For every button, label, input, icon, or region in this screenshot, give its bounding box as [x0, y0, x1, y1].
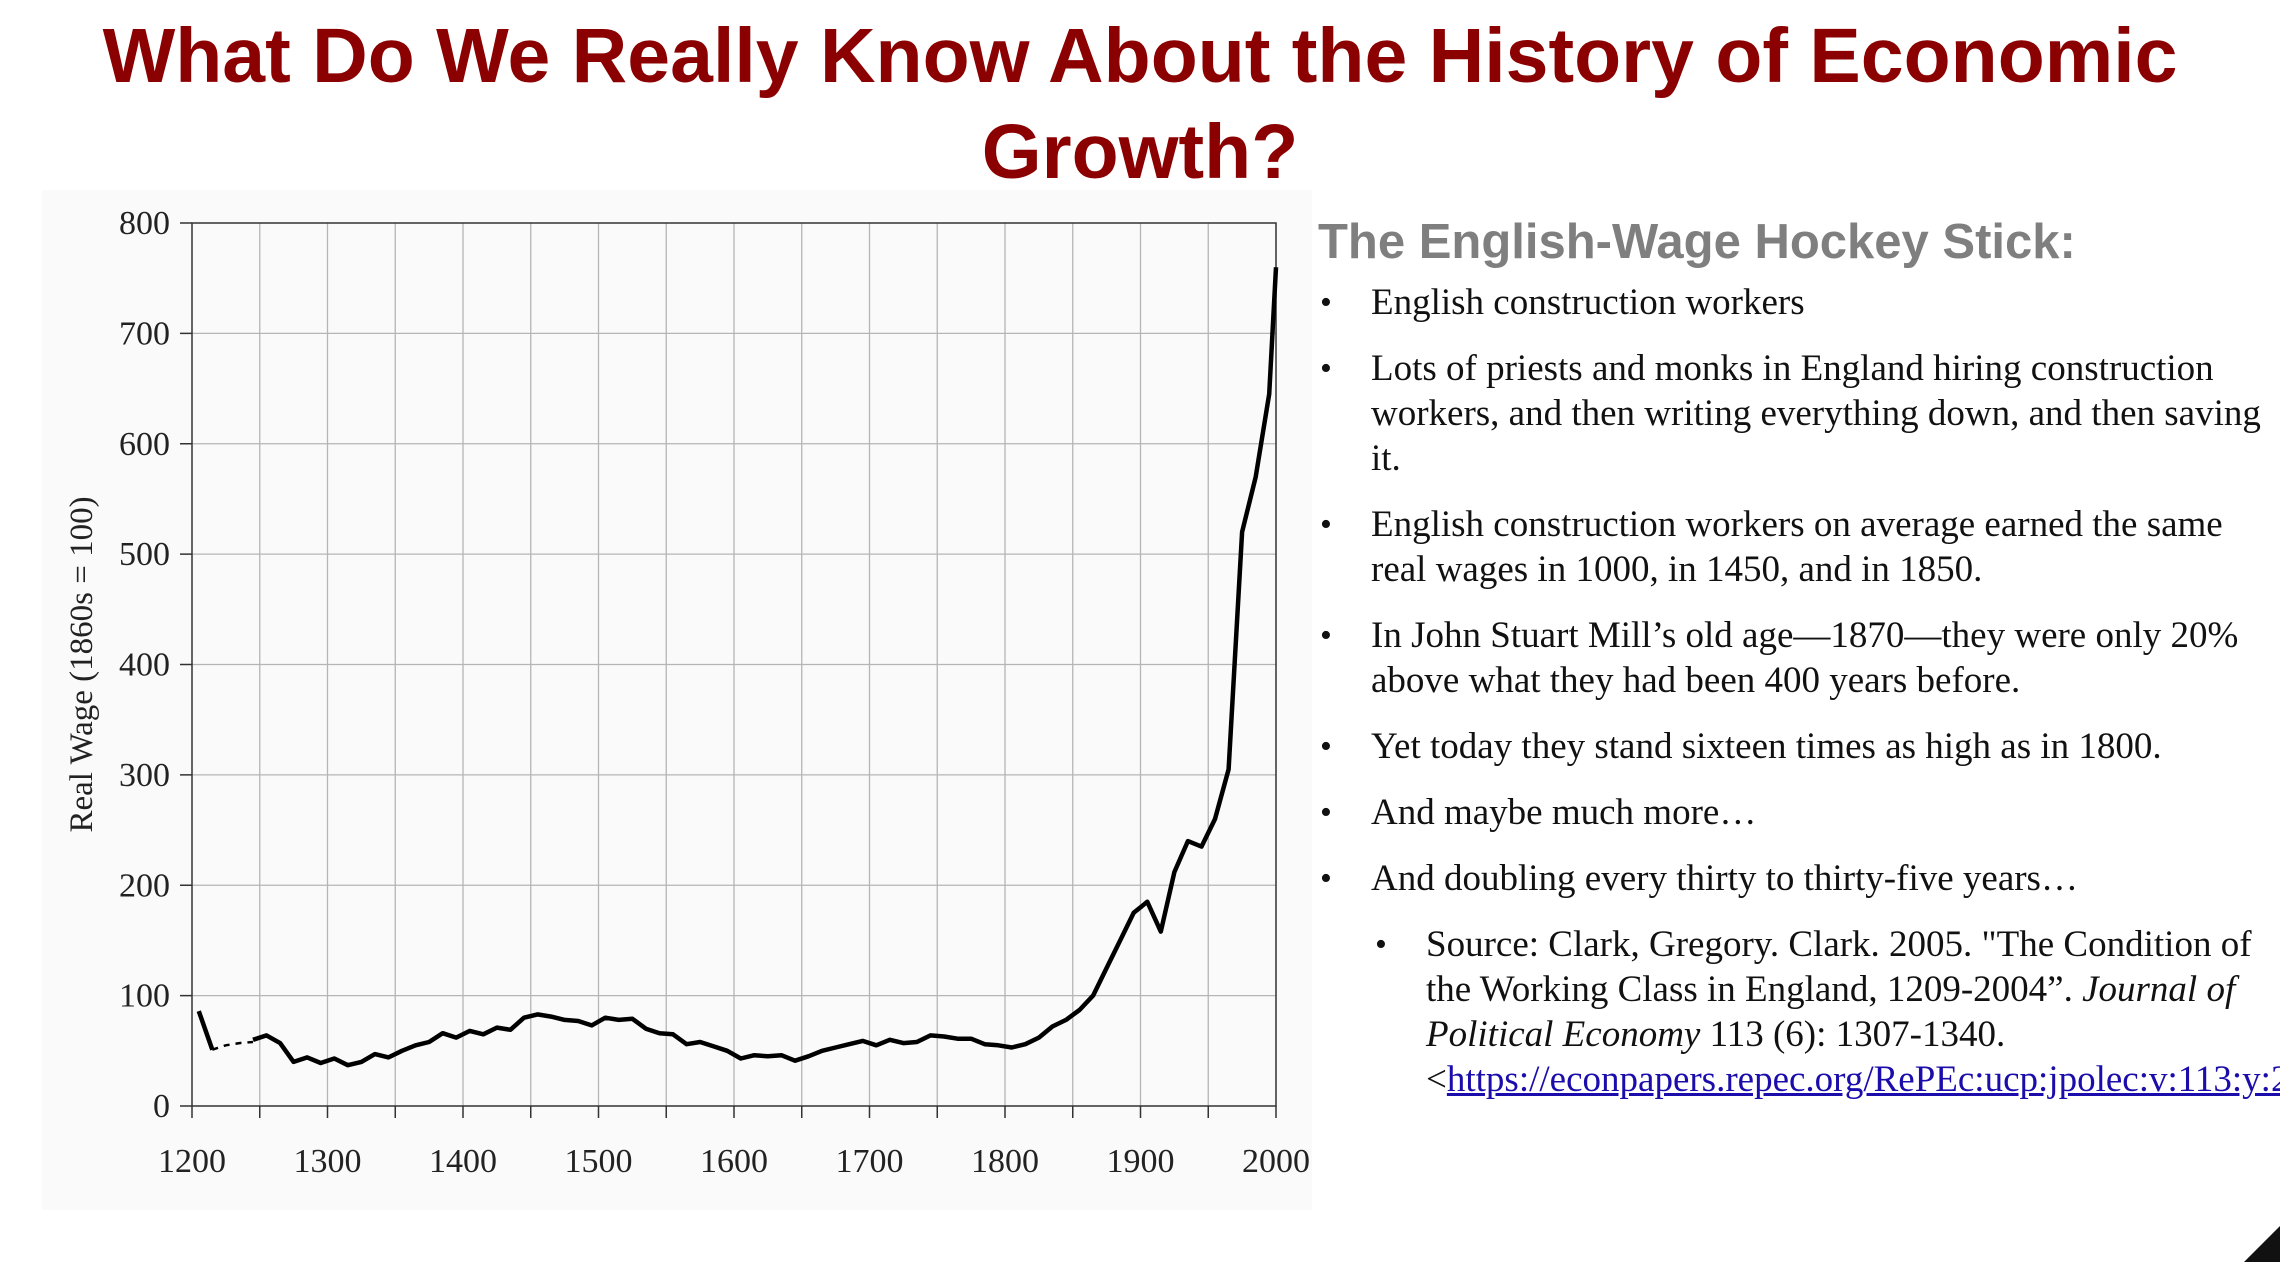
- y-tick-label: 800: [119, 205, 170, 242]
- source-suffix: 113 (6): 1307-1340. <: [1426, 1014, 2006, 1100]
- bullet-item: • In John Stuart Mill’s old age—1870—they…: [1318, 613, 2268, 703]
- bullet-text: In John Stuart Mill’s old age—1870—they …: [1371, 615, 2239, 701]
- bullet-text: English construction workers: [1371, 282, 1805, 323]
- x-tick-label: 1300: [294, 1143, 362, 1180]
- chart-svg: 0 100 200 300 400 500 600 700 800 1200 1300 1400 150…: [64, 205, 1310, 1180]
- y-axis-label: Real Wage (1860s = 100): [64, 496, 100, 832]
- y-tick-label: 200: [119, 867, 170, 904]
- text-panel: The English-Wage Hockey Stick: • English …: [1318, 212, 2280, 1123]
- source-journal: Journal of Political Economy: [1426, 969, 2236, 1055]
- y-tick-label: 400: [119, 647, 170, 684]
- x-tick-label: 1700: [836, 1143, 904, 1180]
- chart-series: [196, 267, 1279, 1068]
- bullet-item: • Yet today they stand sixteen times as h…: [1318, 724, 2268, 769]
- bullet-item: • English construction workers on average…: [1318, 502, 2268, 592]
- y-tick-label: 300: [119, 757, 170, 794]
- x-tick-label: 1200: [158, 1143, 226, 1180]
- x-tick-label: 1900: [1107, 1143, 1175, 1180]
- y-tick-label: 500: [119, 536, 170, 573]
- bullet-item: • Lots of priests and monks in England hi…: [1318, 346, 2268, 481]
- bullet-icon: •: [1320, 284, 1332, 321]
- chart-axes: 0 100 200 300 400 500 600 700 800 1200 1300 1400 150…: [119, 205, 1310, 1180]
- bullet-icon: •: [1320, 728, 1332, 765]
- series-line-dashed: [211, 1040, 254, 1051]
- source-prefix: Source: Clark, Gregory. Clark. 2005. "Th…: [1426, 924, 2252, 1010]
- chart-grid: [192, 223, 1276, 1106]
- bullet-text: English construction workers on average …: [1371, 504, 2223, 590]
- series-line-start: [196, 1010, 215, 1051]
- source-citation: • Source: Clark, Gregory. Clark. 2005. "T…: [1318, 922, 2280, 1102]
- bullet-icon: •: [1320, 350, 1332, 387]
- source-link[interactable]: https://econpapers.repec.org/RePEc:ucp:j…: [1446, 1059, 2280, 1100]
- panel-heading: The English-Wage Hockey Stick:: [1318, 215, 2076, 269]
- bullet-item: • And doubling every thirty to thirty-fiv…: [1318, 856, 2268, 901]
- y-tick-label: 700: [119, 315, 170, 352]
- bullet-text: And maybe much more…: [1371, 792, 1757, 833]
- x-tick-label: 1500: [565, 1143, 633, 1180]
- y-tick-label: 100: [119, 978, 170, 1015]
- bullet-icon: •: [1320, 617, 1332, 654]
- bullet-icon: •: [1320, 860, 1332, 897]
- series-line: [252, 267, 1279, 1068]
- x-tick-label: 1400: [429, 1143, 497, 1180]
- corner-mark: [2244, 1226, 2280, 1262]
- bullet-icon: •: [1320, 506, 1332, 543]
- page-title: What Do We Really Know About the History…: [102, 13, 2178, 195]
- bullet-text: Yet today they stand sixteen times as hi…: [1371, 726, 2162, 767]
- x-tick-label: 1600: [700, 1143, 768, 1180]
- wage-chart: 0 100 200 300 400 500 600 700 800 1200 1300 1400 150…: [42, 190, 1312, 1210]
- y-tick-label: 0: [153, 1088, 170, 1125]
- bullet-icon: •: [1320, 794, 1332, 831]
- y-tick-label: 600: [119, 426, 170, 463]
- bullet-text: Lots of priests and monks in England hir…: [1371, 348, 2261, 479]
- bullet-icon: •: [1375, 926, 1387, 963]
- bullet-list: • English construction workers • Lots of p…: [1318, 280, 2280, 1102]
- x-tick-label: 1800: [971, 1143, 1039, 1180]
- bullet-item: • And maybe much more…: [1318, 790, 2268, 835]
- x-tick-label: 2000: [1242, 1143, 1310, 1180]
- bullet-item: • English construction workers: [1318, 280, 2268, 325]
- bullet-text: And doubling every thirty to thirty-five…: [1371, 858, 2078, 899]
